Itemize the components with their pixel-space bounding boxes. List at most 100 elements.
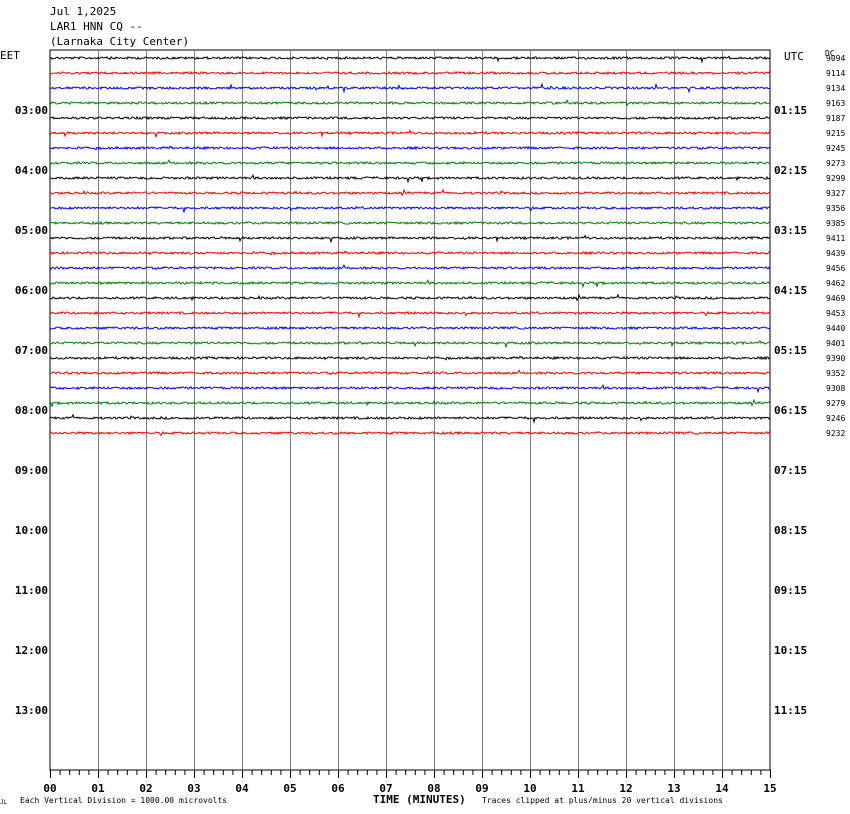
- x-tick-label: 13: [667, 782, 680, 795]
- left-hour-label: 12:00: [15, 644, 48, 657]
- left-hour-label: 03:00: [15, 104, 48, 117]
- left-hour-label: 06:00: [15, 284, 48, 297]
- x-tick-label: 14: [715, 782, 729, 795]
- left-hour-label: 09:00: [15, 464, 48, 477]
- x-tick-label: 05: [283, 782, 296, 795]
- dc-offset-label: 9273: [826, 159, 845, 168]
- dc-offset-label: 9440: [826, 324, 845, 333]
- left-hour-label: 08:00: [15, 404, 48, 417]
- trace-line: [49, 430, 771, 437]
- left-hour-label: 04:00: [15, 164, 48, 177]
- trace-line: [49, 70, 771, 76]
- dc-offset-label: 9390: [826, 354, 845, 363]
- trace-line: [49, 355, 771, 361]
- x-tick-label: 04: [235, 782, 249, 795]
- trace-line: [49, 159, 771, 166]
- trace-line: [49, 369, 771, 376]
- trace-line: [49, 129, 771, 138]
- dc-offset-label: 9352: [826, 369, 845, 378]
- x-tick-label: 03: [187, 782, 200, 795]
- dc-offset-label: 9279: [826, 399, 845, 408]
- right-hour-label: 07:15: [774, 464, 807, 477]
- trace-line: [49, 384, 770, 394]
- dc-offset-label: 9439: [826, 249, 845, 258]
- seismic-traces: [49, 55, 771, 437]
- trace-line: [49, 55, 771, 64]
- left-hour-label: 05:00: [15, 224, 48, 237]
- trace-line: [49, 145, 771, 151]
- dc-offset-label: 9462: [826, 279, 845, 288]
- dc-label: DC: [825, 49, 835, 58]
- trace-line: [49, 188, 771, 197]
- corner-mark: JL: [0, 799, 8, 806]
- dc-offset-label: 9215: [826, 129, 845, 138]
- x-tick-label: 12: [619, 782, 632, 795]
- dc-offset-label: 9308: [826, 384, 845, 393]
- x-tick-label: 00: [43, 782, 56, 795]
- right-hour-label: 02:15: [774, 164, 807, 177]
- dc-offset-label: 9401: [826, 339, 845, 348]
- trace-line: [49, 264, 771, 271]
- trace-line: [49, 115, 771, 121]
- x-tick-label: 11: [571, 782, 585, 795]
- trace-line: [49, 325, 771, 331]
- right-hour-label: 10:15: [774, 644, 807, 657]
- right-hour-label: 05:15: [774, 344, 807, 357]
- trace-line: [49, 234, 771, 243]
- left-timezone-label: EET: [0, 49, 20, 62]
- x-tick-label: 08: [427, 782, 440, 795]
- x-tick-label: 02: [139, 782, 152, 795]
- plot-frame: [49, 49, 771, 771]
- x-tick-label: 10: [523, 782, 536, 795]
- left-hour-label: 07:00: [15, 344, 48, 357]
- trace-line: [49, 82, 770, 94]
- trace-line: [49, 310, 771, 319]
- right-hour-label: 06:15: [774, 404, 807, 417]
- minute-grid: [49, 49, 771, 778]
- x-tick-label: 01: [91, 782, 105, 795]
- trace-line: [49, 413, 771, 424]
- trace-line: [50, 220, 771, 226]
- trace-line: [50, 205, 771, 214]
- x-tick-label: 07: [379, 782, 392, 795]
- dc-offset-label: 9411: [826, 234, 845, 243]
- trace-line: [49, 293, 771, 302]
- trace-line: [49, 339, 771, 348]
- right-hour-label: 03:15: [774, 224, 807, 237]
- dc-offset-label: 9385: [826, 219, 845, 228]
- right-hour-label: 11:15: [774, 704, 807, 717]
- dc-offset-label: 9356: [826, 204, 845, 213]
- scale-note: Each Vertical Division = 1000.00 microvo…: [20, 796, 228, 805]
- x-axis-title: TIME (MINUTES): [373, 793, 466, 806]
- trace-line: [49, 250, 771, 256]
- trace-line: [49, 174, 771, 184]
- dc-offset-label: 9469: [826, 294, 845, 303]
- dc-offset-label: 9232: [826, 429, 845, 438]
- dc-offset-label: 9114: [826, 69, 845, 78]
- right-hour-label: 01:15: [774, 104, 807, 117]
- station-code: LAR1 HNN CQ --: [50, 20, 143, 33]
- x-tick-label: 09: [475, 782, 488, 795]
- dc-offset-label: 9187: [826, 114, 845, 123]
- left-hour-label: 10:00: [15, 524, 48, 537]
- station-location: (Larnaka City Center): [50, 35, 190, 48]
- dc-offset-label: 9134: [826, 84, 845, 93]
- x-tick-label: 06: [331, 782, 345, 795]
- dc-offset-label: 9245: [826, 144, 845, 153]
- left-hour-label: 11:00: [15, 584, 48, 597]
- right-hour-label: 08:15: [774, 524, 807, 537]
- right-hour-label: 09:15: [774, 584, 807, 597]
- dc-offset-label: 9453: [826, 309, 845, 318]
- right-timezone-label: UTC: [784, 50, 804, 63]
- clip-note: Traces clipped at plus/minus 20 vertical…: [482, 796, 723, 805]
- left-hour-label: 13:00: [15, 704, 48, 717]
- plot-date: Jul 1,2025: [50, 5, 117, 18]
- dc-offset-label: 9299: [826, 174, 845, 183]
- dc-offset-label: 9246: [826, 414, 845, 423]
- trace-line: [49, 98, 771, 107]
- trace-line: [49, 279, 771, 289]
- x-tick-label: 15: [763, 782, 776, 795]
- dc-offset-label: 9094: [826, 54, 845, 63]
- right-hour-label: 04:15: [774, 284, 807, 297]
